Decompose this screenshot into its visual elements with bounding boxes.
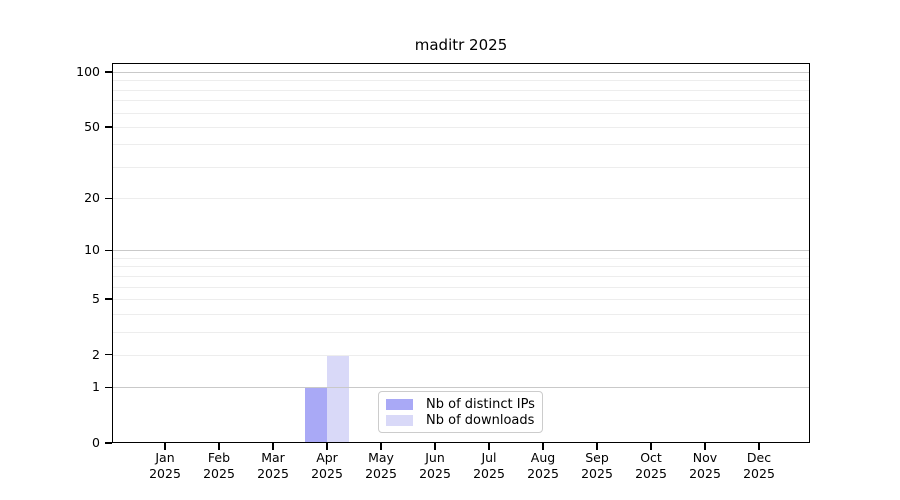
x-tick-label: Mar 2025 [257,450,289,481]
x-tick-label: Sep 2025 [581,450,613,481]
bar-downloads-apr [327,354,349,443]
gridline-minor [112,126,810,128]
y-tick-mark [105,126,112,128]
y-tick-mark [105,353,112,356]
chart-title: maditr 2025 [414,36,508,54]
gridline-minor [112,331,810,333]
gridline-minor [112,313,810,315]
gridline-minor [112,298,810,300]
x-tick-mark [488,443,490,450]
x-tick-mark [704,443,706,450]
gridline-minor [112,354,810,356]
y-tick-label: 2 [92,346,100,362]
x-tick-label: Jan 2025 [149,450,181,481]
x-tick-label: Apr 2025 [311,450,343,481]
gridline-major [112,72,810,74]
y-tick-label: 100 [76,64,100,80]
x-tick-label: Aug 2025 [527,450,559,481]
gridline-minor [112,80,810,82]
x-tick-mark [434,443,436,450]
x-tick-label: Nov 2025 [689,450,721,481]
y-tick-label: 20 [84,190,100,206]
gridline-minor [112,144,810,146]
legend-item-distinct-ips: Nb of distinct IPs [386,396,535,412]
x-tick-label: May 2025 [365,450,397,481]
legend-swatch-distinct-ips [386,398,413,410]
y-tick-mark [105,298,112,300]
x-tick-mark [380,443,382,450]
x-tick-label: Oct 2025 [635,450,667,481]
y-tick-mark [105,249,112,251]
gridline-minor [112,166,810,168]
plot-area [112,63,810,443]
legend-label-downloads: Nb of downloads [426,412,535,428]
y-tick-label: 0 [92,435,100,450]
y-tick-mark [105,197,112,200]
gridline-minor [112,198,810,200]
x-tick-mark [164,443,166,450]
y-tick-label: 5 [92,290,100,306]
x-tick-label: Jun 2025 [419,450,451,481]
gridline-minor [112,266,810,268]
y-tick-mark [105,71,112,73]
gridline-minor [112,286,810,288]
legend-item-downloads: Nb of downloads [386,412,534,428]
y-tick-mark [105,442,112,444]
x-tick-label: Feb 2025 [203,450,235,481]
gridline-minor [112,112,810,114]
x-tick-mark [218,443,220,450]
legend: Nb of distinct IPs Nb of downloads [378,391,543,433]
x-tick-mark [272,443,274,450]
gridline-minor [112,275,810,277]
legend-swatch-downloads [386,414,413,426]
x-tick-label: Dec 2025 [743,450,775,481]
y-tick-label: 10 [84,242,100,258]
y-tick-label: 1 [92,379,100,395]
y-tick-label: 50 [84,118,100,134]
gridline-minor [112,100,810,102]
x-tick-mark [596,443,598,450]
gridline-minor [112,257,810,259]
x-tick-mark [542,443,544,450]
gridline-major [112,387,810,389]
x-tick-mark [758,443,760,450]
legend-label-distinct-ips: Nb of distinct IPs [426,396,535,412]
x-tick-label: Jul 2025 [473,450,505,481]
gridline-minor [112,89,810,91]
gridline-major [112,250,810,252]
x-tick-mark [326,443,328,450]
bar-distinct-ips-apr [305,387,327,443]
x-tick-mark [650,443,652,450]
y-tick-mark [105,386,112,389]
